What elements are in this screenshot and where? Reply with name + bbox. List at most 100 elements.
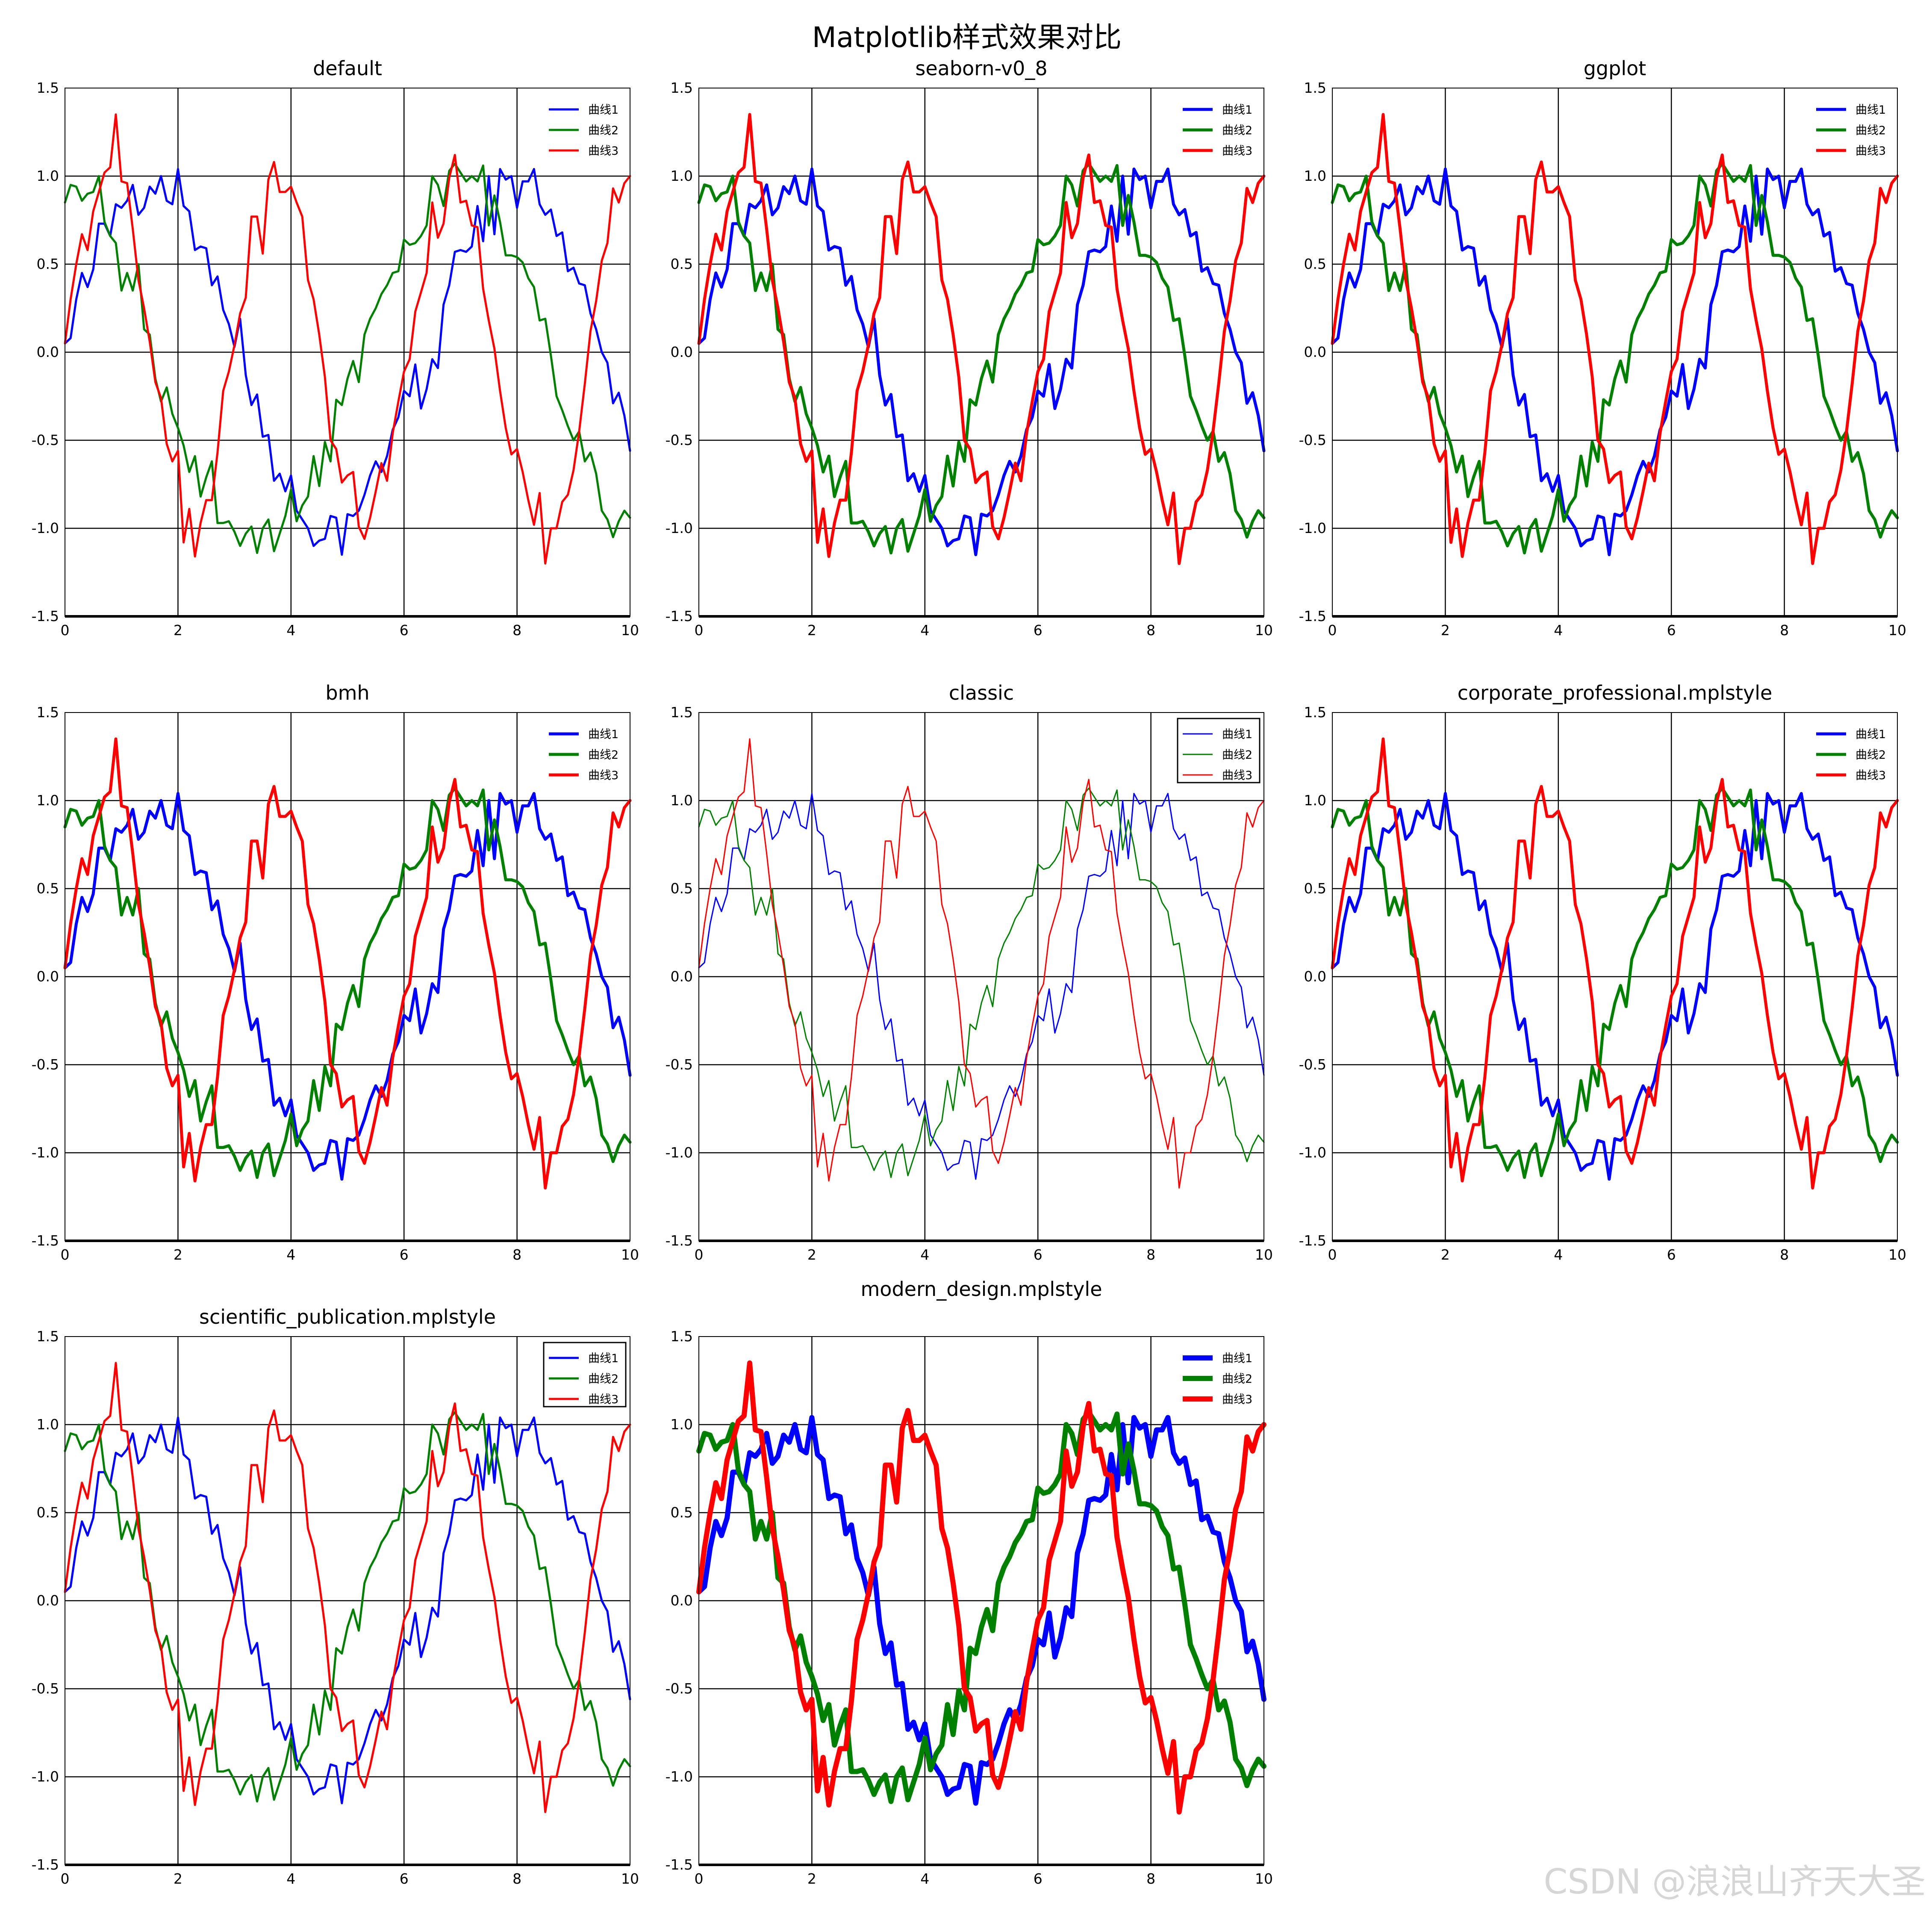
legend: 曲线1 曲线2 曲线3 xyxy=(1816,103,1886,158)
y-tick-label: -1.5 xyxy=(32,1232,59,1249)
legend-label-3: 曲线3 xyxy=(1855,769,1886,782)
y-tick-label: 0.5 xyxy=(37,880,59,897)
x-tick-label: 8 xyxy=(512,622,521,639)
y-tick-label: -1.0 xyxy=(32,1144,59,1161)
y-tick-label: 0.0 xyxy=(671,344,693,360)
y-tick-label: -0.5 xyxy=(666,432,693,448)
y-tick-label: -1.0 xyxy=(1299,1144,1326,1161)
y-tick-label: 0.5 xyxy=(1304,880,1326,897)
y-tick-label: 0.0 xyxy=(1304,344,1326,360)
x-tick-label: 2 xyxy=(1441,1246,1450,1263)
subplot-6: 0 2 4 6 8 10 1.5 1.0 0.5 0.0 -0.5 -1.0 -1.5 corporate… xyxy=(1299,681,1906,1263)
x-tick-label: 4 xyxy=(920,1246,929,1263)
grid-lines xyxy=(699,88,1264,616)
x-tick-label: 6 xyxy=(400,622,409,639)
y-tick-label: 1.5 xyxy=(37,80,59,96)
x-tick-label: 2 xyxy=(807,622,816,639)
legend: 曲线1 曲线2 曲线3 xyxy=(1816,728,1886,782)
y-tick-label: -0.5 xyxy=(1299,432,1326,448)
watermark: CSDN @浪浪山齐天大圣 xyxy=(1543,1862,1926,1902)
y-tick-label: 0.0 xyxy=(37,344,59,360)
y-tick-label: -1.0 xyxy=(32,520,59,536)
y-tick-label: 1.0 xyxy=(37,168,59,184)
y-tick-label: -1.5 xyxy=(666,1232,693,1249)
series-line-1 xyxy=(63,792,632,1181)
y-tick-label: -0.5 xyxy=(32,1056,59,1073)
x-tick-label: 4 xyxy=(286,1870,295,1887)
x-tick-label: 6 xyxy=(1667,622,1676,639)
subplot-title: bmh xyxy=(325,681,369,704)
y-tick-label: -1.0 xyxy=(32,1768,59,1785)
x-tick-label: 2 xyxy=(807,1870,816,1887)
y-tick-label: 0.5 xyxy=(671,256,693,272)
subplot-title: modern_design.mplstyle xyxy=(860,1278,1102,1301)
x-tick-label: 6 xyxy=(400,1246,409,1263)
y-tick-label: 1.5 xyxy=(1304,704,1326,721)
y-tick-label: 1.5 xyxy=(671,1328,693,1345)
series-line-3 xyxy=(1331,113,1899,565)
legend-label-1: 曲线1 xyxy=(1222,103,1252,117)
x-tick-label: 4 xyxy=(1554,1246,1563,1263)
x-tick-label: 4 xyxy=(920,622,929,639)
subplot-7: 0 2 4 6 8 10 1.5 1.0 0.5 0.0 -0.5 -1.0 -1.5 scientifi… xyxy=(32,1305,639,1887)
legend-label-1: 曲线1 xyxy=(588,728,618,741)
legend: 曲线1 曲线2 曲线3 xyxy=(1183,103,1252,158)
legend-label-3: 曲线3 xyxy=(588,1393,618,1406)
subplot-title: default xyxy=(313,57,382,80)
subplot-title: classic xyxy=(949,681,1014,704)
series-line-1 xyxy=(698,793,1265,1180)
legend-label-1: 曲线1 xyxy=(588,1352,618,1365)
y-tick-label: 1.5 xyxy=(37,1328,59,1345)
y-tick-label: 1.0 xyxy=(671,792,693,809)
subplot-title: corporate_professional.mplstyle xyxy=(1458,681,1773,704)
legend-label-2: 曲线2 xyxy=(588,124,618,137)
x-tick-label: 10 xyxy=(621,1246,639,1263)
y-tick-label: -1.5 xyxy=(666,608,693,624)
y-tick-label: 1.5 xyxy=(671,704,693,721)
subplot-3: 0 2 4 6 8 10 1.5 1.0 0.5 0.0 -0.5 -1.0 -1.5 ggplot 曲线1… xyxy=(1299,57,1906,639)
series-line-1 xyxy=(697,168,1266,557)
x-tick-label: 2 xyxy=(1441,622,1450,639)
y-tick-label: 1.0 xyxy=(1304,168,1326,184)
series-line-3 xyxy=(64,113,631,565)
legend-label-1: 曲线1 xyxy=(1222,1352,1252,1365)
y-tick-label: 0.0 xyxy=(1304,968,1326,985)
legend: 曲线1 曲线2 曲线3 xyxy=(549,728,618,782)
y-tick-label: -1.5 xyxy=(1299,608,1326,624)
subplot-title: scientific_publication.mplstyle xyxy=(199,1305,496,1328)
y-tick-label: 0.0 xyxy=(37,1592,59,1609)
y-tick-label: 1.5 xyxy=(671,80,693,96)
y-tick-label: -1.5 xyxy=(666,1856,693,1873)
series-line-1 xyxy=(1331,792,1899,1181)
legend-label-2: 曲线2 xyxy=(588,748,618,762)
y-tick-label: -1.5 xyxy=(32,1856,59,1873)
subplot-8: 0 2 4 6 8 10 1.5 1.0 0.5 0.0 -0.5 -1.0 -1.5 modern_de… xyxy=(666,1278,1273,1887)
subplot-1: 0 2 4 6 8 10 1.5 1.0 0.5 0.0 -0.5 -1.0 -1.5 default 曲线… xyxy=(32,57,639,639)
legend-label-3: 曲线3 xyxy=(1222,144,1252,158)
x-tick-label: 10 xyxy=(1255,622,1273,639)
legend-label-2: 曲线2 xyxy=(1222,124,1252,137)
series-line-3 xyxy=(1331,737,1899,1190)
legend-frame xyxy=(543,1342,627,1408)
legend-label-2: 曲线2 xyxy=(1855,748,1886,762)
x-tick-label: 8 xyxy=(512,1870,521,1887)
y-tick-label: -1.0 xyxy=(666,520,693,536)
y-tick-label: 0.0 xyxy=(671,968,693,985)
x-tick-label: 0 xyxy=(1328,622,1337,639)
legend-label-2: 曲线2 xyxy=(588,1372,618,1386)
x-tick-label: 10 xyxy=(621,1870,639,1887)
x-tick-label: 10 xyxy=(1888,1246,1906,1263)
legend-label-3: 曲线3 xyxy=(1222,769,1252,782)
series-line-3 xyxy=(697,113,1266,565)
y-tick-label: 0.5 xyxy=(1304,256,1326,272)
y-tick-label: 1.0 xyxy=(1304,792,1326,809)
y-tick-label: -0.5 xyxy=(32,432,59,448)
subplot-title: ggplot xyxy=(1584,57,1646,80)
series-line-1 xyxy=(64,168,631,556)
legend-label-3: 曲线3 xyxy=(588,144,618,158)
x-tick-label: 10 xyxy=(1255,1246,1273,1263)
x-tick-label: 10 xyxy=(1888,622,1906,639)
x-tick-label: 8 xyxy=(512,1246,521,1263)
x-tick-label: 4 xyxy=(286,1246,295,1263)
